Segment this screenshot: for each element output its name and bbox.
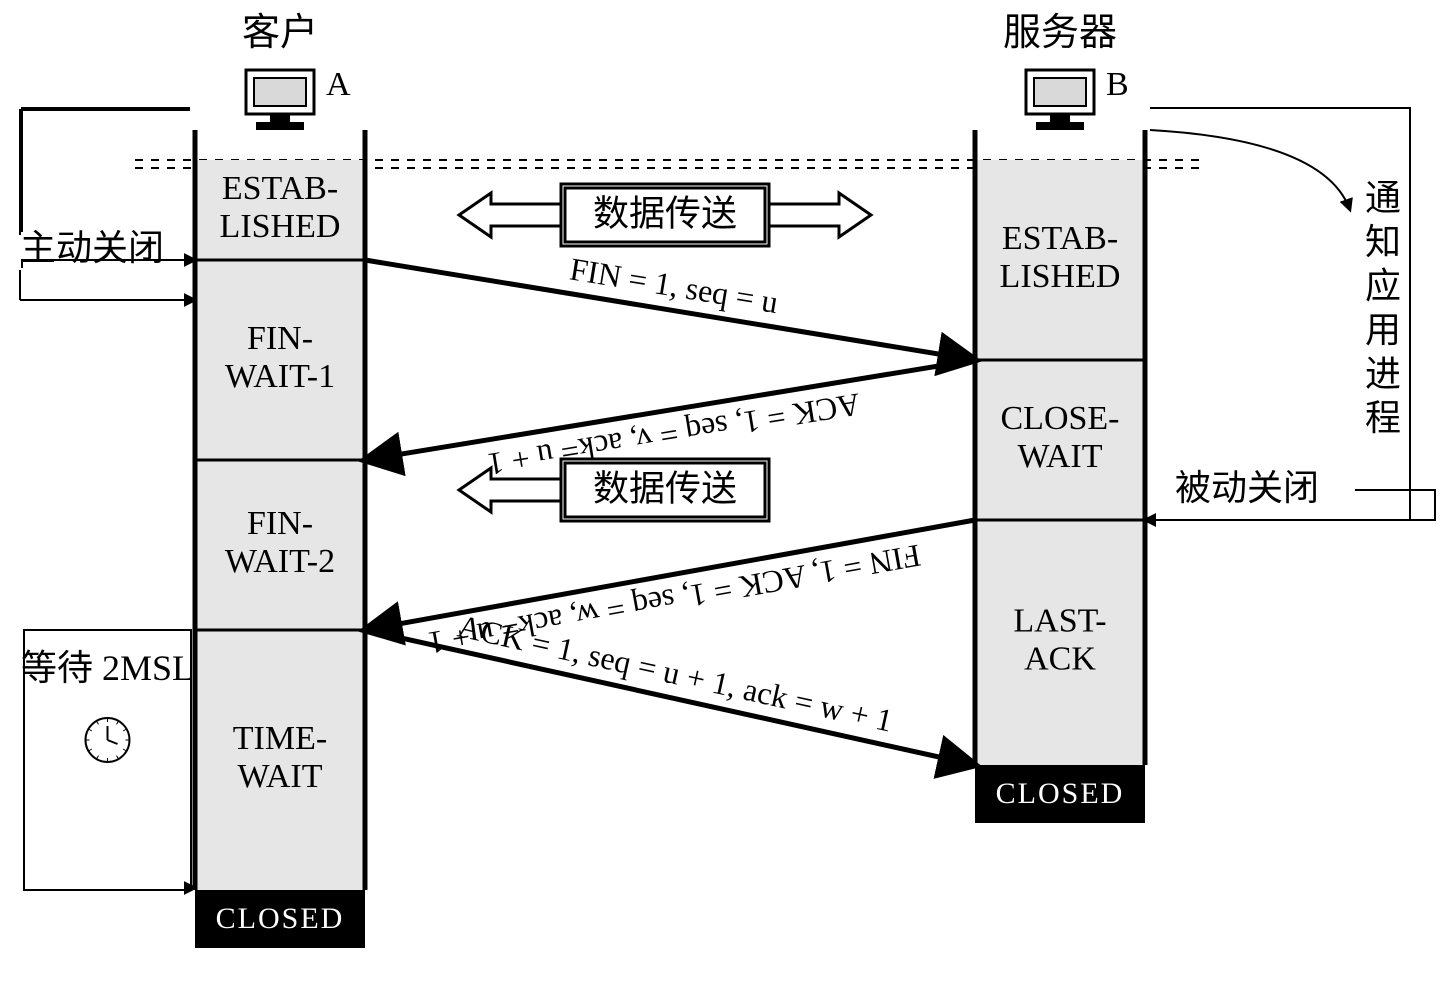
client-state-established-label: LISHED <box>220 208 341 245</box>
active-close-hook <box>22 108 190 232</box>
notify-process-arrow <box>1150 130 1350 210</box>
client-state-established-label: ESTAB- <box>222 170 338 207</box>
banner-label-b2: 数据传送 <box>593 468 737 508</box>
client-label: 客户 <box>242 12 318 54</box>
client-closed-label: CLOSED <box>216 902 345 935</box>
client-state-fin-wait-1-label: WAIT-1 <box>225 358 335 395</box>
active-close-leader-top <box>20 110 190 235</box>
tcp-close-diagram: 客户服务器ABESTAB-LISHEDFIN-WAIT-1FIN-WAIT-2T… <box>0 0 1440 997</box>
server-letter: B <box>1106 66 1129 103</box>
server-state-last-ack-label: LAST- <box>1013 602 1106 639</box>
client-state-time-wait-label: WAIT <box>238 758 323 795</box>
message-label-m4: ACK = 1, seq = u + 1, ack = w + 1 <box>455 608 896 739</box>
notify-process-char-0: 通 <box>1365 178 1401 218</box>
server-closed-label: CLOSED <box>996 777 1125 810</box>
notify-process-char-4: 进 <box>1365 354 1401 394</box>
server-state-established-label: ESTAB- <box>1002 220 1118 257</box>
wait-2msl-label: 等待 2MSL <box>21 648 194 688</box>
client-state-fin-wait-2-label: WAIT-2 <box>225 543 335 580</box>
message-arrow-m4 <box>365 630 975 765</box>
client-state-fin-wait-2-label: FIN- <box>247 505 313 542</box>
computer-icon <box>1026 70 1094 130</box>
active-close-label: 主动关闭 <box>20 228 164 268</box>
client-state-fin-wait-1-label: FIN- <box>247 320 313 357</box>
banner-label-b1: 数据传送 <box>593 193 737 233</box>
server-label: 服务器 <box>1003 12 1117 54</box>
passive-close-label: 被动关闭 <box>1175 468 1319 508</box>
computer-icon <box>246 70 314 130</box>
server-state-established-label: LISHED <box>1000 258 1121 295</box>
server-state-last-ack-label: ACK <box>1024 640 1096 677</box>
banner-arrow-right-b1 <box>769 193 871 237</box>
banner-arrow-left-b1 <box>459 193 561 237</box>
notify-process-char-5: 程 <box>1365 398 1401 438</box>
client-letter: A <box>326 66 351 103</box>
client-state-time-wait-label: TIME- <box>233 720 327 757</box>
notify-process-char-1: 知 <box>1365 222 1401 262</box>
notify-process-char-2: 应 <box>1365 266 1401 306</box>
server-state-close-wait-label: CLOSE- <box>1001 400 1120 437</box>
server-state-close-wait-label: WAIT <box>1018 438 1103 475</box>
notify-process-char-3: 用 <box>1365 310 1401 350</box>
